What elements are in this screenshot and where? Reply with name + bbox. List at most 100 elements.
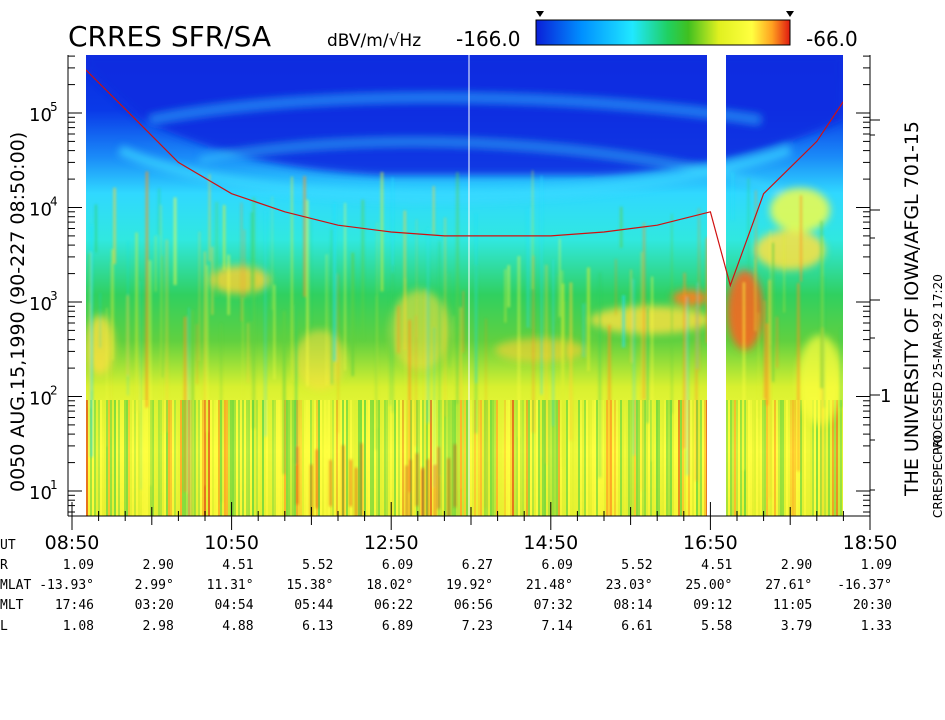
spectrum-stripe [164,400,166,516]
spectrum-streak [361,199,365,340]
spectrum-streak [161,255,164,378]
ephemeris-cell: 25.00° [685,578,732,593]
spectrum-stripe [482,400,484,516]
spectrum-stripe [322,400,324,516]
spectrum-stripe [390,400,392,516]
spectrum-streak [696,283,699,369]
spectrum-stripe [734,400,736,516]
spectrum-stripe [300,400,302,516]
x-tick-label: 16:50 [683,532,738,554]
spectrum-stripe [392,400,394,516]
spectrum-streak [344,203,346,371]
spectrum-stripe [362,400,364,516]
spectrum-stripe [210,400,212,516]
ephemeris-cell: -13.93° [39,578,94,593]
spectrum-stripe [602,400,604,516]
spectrum-stripe [226,400,228,516]
spectrum-stripe [618,400,620,516]
spectrum-stripe [314,400,316,516]
spectrum-stripe [654,400,656,516]
spectrum-stripe [620,400,622,516]
spectrum-stripe [254,400,256,516]
spectrum-stripe [138,400,140,516]
spectrum-stripe [106,400,108,516]
spectrum-streak [840,329,843,408]
spectrum-streak [240,202,243,322]
spectrum-stripe [136,400,138,516]
spectrum-stripe [174,400,176,516]
spectrum-stripe [802,400,804,516]
spectrum-stripe [178,400,180,516]
spectrum-stripe [304,400,306,516]
spectrum-stripe [540,400,542,516]
ephemeris-cell: 2.90 [781,558,812,573]
spectrum-stripe [324,400,326,516]
spectrum-stripe [396,400,398,516]
spectrum-streak [671,214,673,414]
spectrum-streak [632,279,636,456]
spectrum-stripe [126,400,128,516]
spectrum-stripe [224,400,226,516]
spectrum-stripe [676,400,678,516]
spectrum-stripe [522,400,524,516]
spectrum-streak [556,274,558,322]
spectrum-stripe [500,400,502,516]
spectrum-stripe [508,400,510,516]
spectrum-stripe [356,400,358,516]
spectrum-stripe [750,400,752,516]
spectrum-streak [160,205,162,434]
spectrum-streak [462,290,464,353]
spectrum-stripe [294,400,296,516]
ephemeris-cell: 6.09 [541,558,572,573]
spectrum-stripe [792,400,794,516]
spectrum-streak [426,228,430,423]
spectrum-stripe [516,400,518,516]
ephemeris-cell: 5.52 [621,558,652,573]
spectrum-stripe [780,400,782,516]
spectrum-streak [822,276,825,408]
spectrum-stripe [740,400,742,516]
spectrum-stripe [476,400,478,516]
spectrum-streak [391,265,394,413]
spectrum-stripe [466,400,468,516]
spectrum-stripe [496,400,498,516]
spectrum-stripe [374,400,376,516]
spectrum-stripe [276,400,278,516]
spectrum-streak [252,197,256,429]
spectrum-streak [306,199,309,387]
spectrum-stripe [818,400,820,516]
spectrum-stripe [624,400,626,516]
spectrum-stripe [814,400,816,516]
spectrum-stripe [176,400,178,516]
spectrum-streak [504,269,507,323]
spectrum-stripe [364,400,366,516]
spectrum-streak [416,219,418,338]
spectrum-streak [380,172,384,292]
spectrum-stripe [736,400,738,516]
ephemeris-cell: 1.08 [63,619,94,634]
spectrum-stripe [104,400,106,516]
spectrum-streak [607,324,611,516]
spectrum-stripe [678,400,680,516]
spectrum-streak [517,256,521,438]
spectrum-streak [242,298,244,491]
spectrum-stripe [394,400,396,516]
spectrum-stripe [560,400,562,516]
spectrum-stripe [286,400,288,516]
spectrum-streak [615,259,617,316]
spectrum-streak [587,267,590,372]
spectrum-stripe [484,400,486,516]
spectrum-stripe [538,400,540,516]
spectrum-stripe [806,400,808,516]
spectrum-streak [330,228,334,385]
ephemeris-cell: 07:32 [534,598,573,613]
spectrum-stripe [248,400,250,516]
spectrum-stripe [108,400,110,516]
spectrum-stripe [568,400,570,516]
spectrum-streak [215,202,219,297]
spectrum-stripe [120,400,122,516]
ephemeris-cell: 11.31° [207,578,254,593]
spectrum-stripe [474,400,476,516]
spectrum-streak [376,222,378,428]
spectrum-stripe [824,400,826,516]
